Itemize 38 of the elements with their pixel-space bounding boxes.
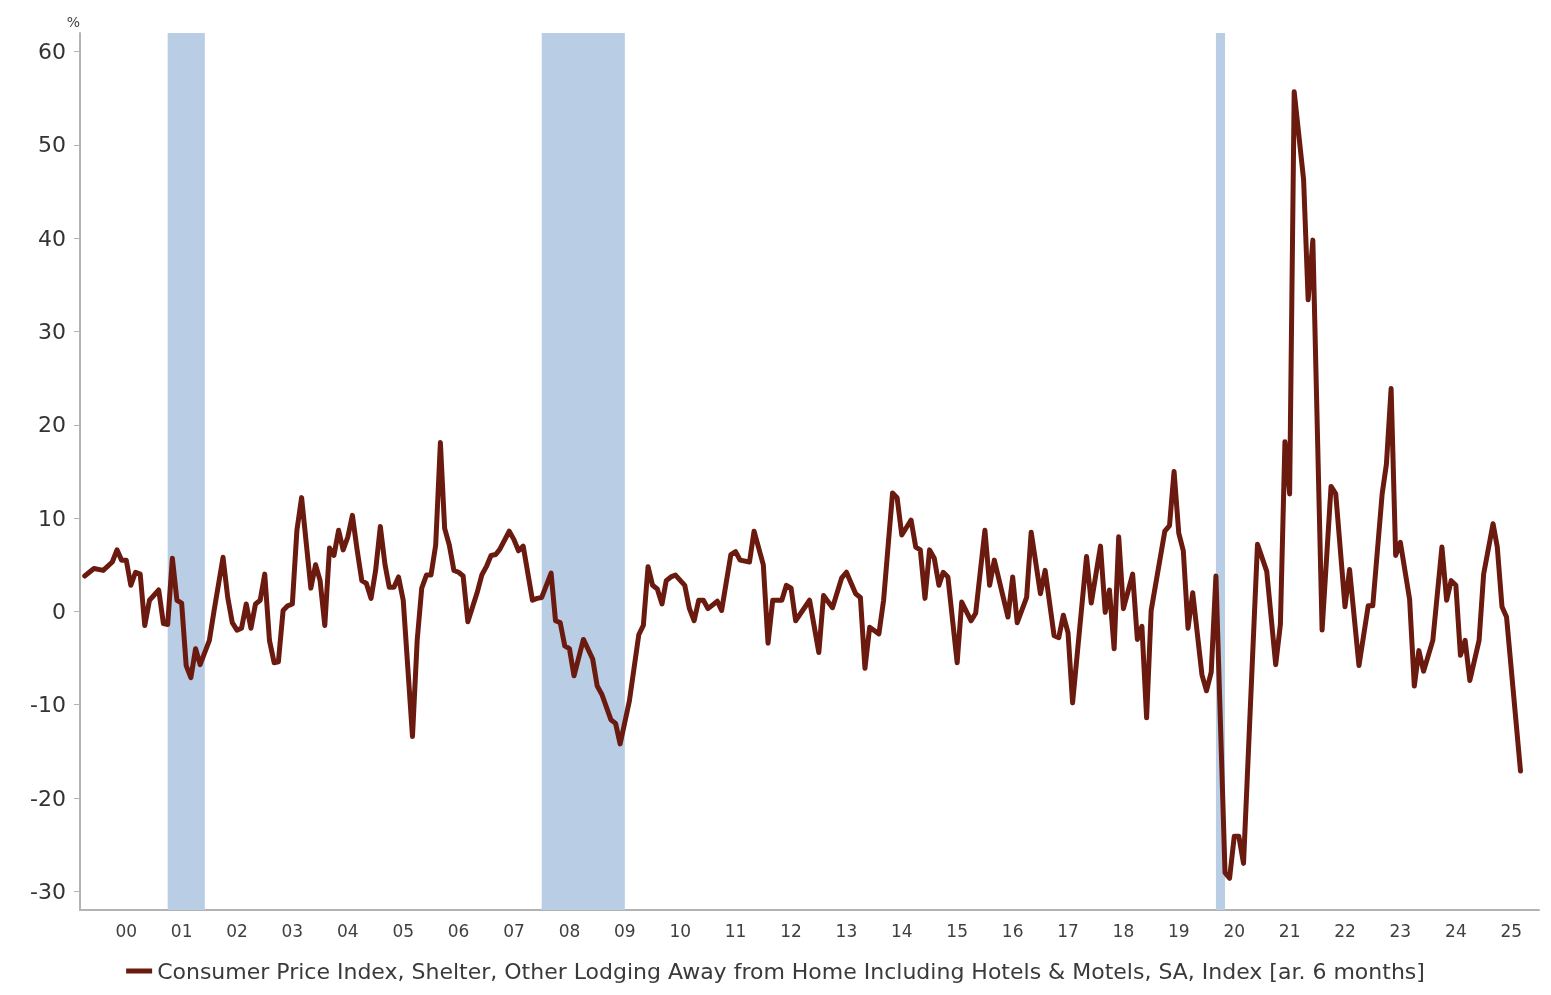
x-tick-label: 08 bbox=[558, 920, 581, 941]
x-tick-label: 16 bbox=[1001, 920, 1024, 941]
x-tick-label: 12 bbox=[780, 920, 802, 941]
x-tick-label: 18 bbox=[1112, 920, 1135, 941]
y-axis-title: % bbox=[66, 14, 80, 30]
y-tick-label: -10 bbox=[30, 692, 66, 718]
x-tick-label: 11 bbox=[724, 920, 747, 941]
x-tick-label: 06 bbox=[447, 920, 470, 941]
x-tick-label: 04 bbox=[337, 920, 359, 941]
x-tick-label: 24 bbox=[1445, 920, 1467, 941]
y-tick-label: 0 bbox=[52, 598, 66, 624]
x-tick-label: 13 bbox=[835, 920, 858, 941]
x-tick-label: 19 bbox=[1167, 920, 1190, 941]
x-tick-label: 25 bbox=[1500, 920, 1523, 941]
x-tick-label: 23 bbox=[1389, 920, 1412, 941]
x-tick-label: 01 bbox=[170, 920, 193, 941]
x-tick-label: 15 bbox=[946, 920, 968, 941]
y-tick-label: 50 bbox=[38, 132, 66, 158]
y-tick-label: 20 bbox=[38, 412, 66, 438]
y-tick-label: 60 bbox=[38, 39, 66, 65]
x-tick-label: 10 bbox=[669, 920, 692, 941]
x-tick-label: 17 bbox=[1057, 920, 1079, 941]
x-tick-label: 21 bbox=[1278, 920, 1301, 941]
x-tick-label: 20 bbox=[1223, 920, 1246, 941]
x-tick-label: 09 bbox=[614, 920, 636, 941]
y-tick-label: 10 bbox=[38, 505, 66, 531]
x-tick-label: 00 bbox=[115, 920, 138, 941]
legend-label: Consumer Price Index, Shelter, Other Lodging Away from Home Including Hotels & Motels, SA, Index [ar. 6 months] bbox=[157, 958, 1425, 984]
x-tick-label: 02 bbox=[226, 920, 248, 941]
x-tick-label: 22 bbox=[1334, 920, 1356, 941]
y-tick-label: -30 bbox=[30, 878, 66, 904]
y-tick-label: -20 bbox=[30, 785, 66, 811]
x-tick-label: 05 bbox=[392, 920, 415, 941]
y-tick-label: 30 bbox=[38, 319, 66, 345]
y-tick-label: 40 bbox=[38, 225, 66, 251]
x-tick-label: 14 bbox=[890, 920, 913, 941]
x-tick-label: 03 bbox=[281, 920, 304, 941]
x-tick-label: 07 bbox=[503, 920, 525, 941]
